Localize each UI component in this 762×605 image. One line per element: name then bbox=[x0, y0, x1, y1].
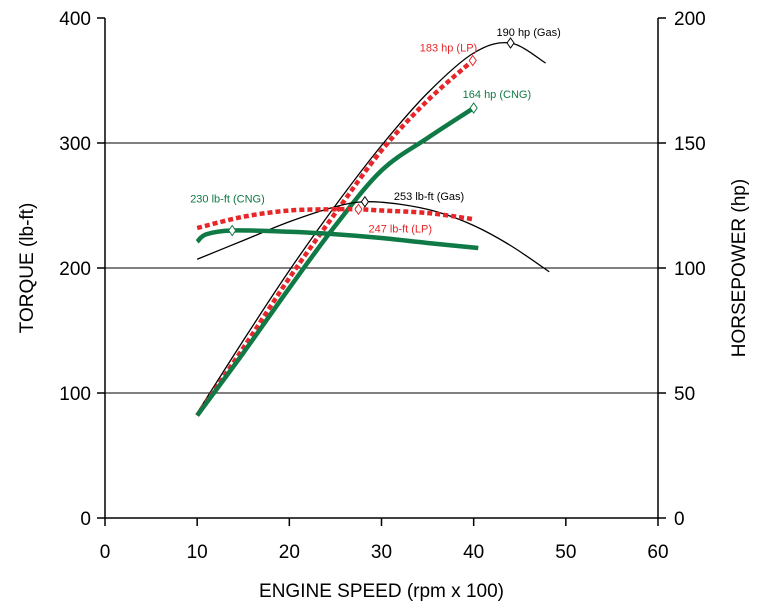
annotation-label: 164 hp (CNG) bbox=[463, 89, 531, 101]
x-tick-label: 40 bbox=[463, 542, 484, 563]
y-tick-label-right: 200 bbox=[674, 9, 706, 30]
series-line-gas-horsepower bbox=[196, 41, 546, 414]
x-tick-label: 50 bbox=[555, 542, 576, 563]
x-axis-title: ENGINE SPEED (rpm x 100) bbox=[259, 581, 504, 602]
y-tick-label-right: 100 bbox=[674, 259, 706, 280]
x-tick-label: 0 bbox=[100, 542, 111, 563]
series-line-cng-torque bbox=[195, 228, 479, 251]
peak-marker-diamond bbox=[469, 102, 478, 114]
y-axis-title-right: HORSEPOWER (hp) bbox=[729, 179, 750, 357]
series-line-lp-horsepower bbox=[195, 58, 475, 417]
x-tick-label: 60 bbox=[647, 542, 668, 563]
peak-marker-diamond bbox=[228, 224, 237, 237]
peak-marker-diamond bbox=[506, 37, 515, 49]
gridlines bbox=[105, 142, 658, 394]
y-tick-label-right: 50 bbox=[674, 384, 695, 405]
series-line-lp-torque bbox=[196, 206, 474, 231]
peak-marker-diamond bbox=[468, 54, 477, 67]
x-tick-label: 30 bbox=[371, 542, 392, 563]
y-tick-label-left: 300 bbox=[59, 134, 91, 155]
annotation-label: 190 hp (Gas) bbox=[497, 27, 561, 39]
axes bbox=[97, 17, 666, 526]
y-tick-label-left: 200 bbox=[59, 259, 91, 280]
y-tick-label-left: 400 bbox=[59, 9, 91, 30]
peak-marker-diamond bbox=[360, 195, 370, 208]
y-tick-label-right: 150 bbox=[674, 134, 706, 155]
x-tick-label: 20 bbox=[279, 542, 300, 563]
y-axis-title-left: TORQUE (lb-ft) bbox=[17, 203, 38, 334]
annotation-label: 183 hp (LP) bbox=[420, 43, 477, 55]
y-tick-label-left: 100 bbox=[59, 384, 91, 405]
peak-marker-diamond bbox=[354, 203, 363, 216]
y-tick-label-left: 0 bbox=[80, 509, 91, 530]
y-tick-label-right: 0 bbox=[674, 509, 685, 530]
series-line-cng-horsepower bbox=[195, 106, 475, 417]
annotation-label: 247 lb-ft (LP) bbox=[368, 223, 432, 235]
labels: 0 10 20 30 40 50 60 0 100 200 300 400 0 50 100 150 200 EN… bbox=[17, 9, 750, 602]
x-tick-label: 10 bbox=[187, 542, 208, 563]
series-lines bbox=[195, 41, 550, 417]
peak-markers bbox=[228, 37, 515, 237]
annotation-label: 230 lb-ft (CNG) bbox=[190, 194, 265, 206]
annotation-label: 253 lb-ft (Gas) bbox=[394, 191, 464, 203]
